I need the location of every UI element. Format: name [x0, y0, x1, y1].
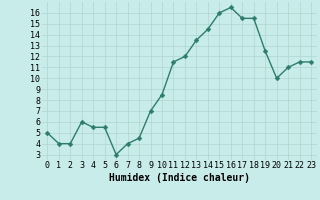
X-axis label: Humidex (Indice chaleur): Humidex (Indice chaleur)	[109, 173, 250, 183]
